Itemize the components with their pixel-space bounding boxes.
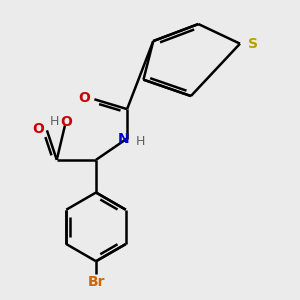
Text: Br: Br: [87, 275, 105, 290]
Text: O: O: [79, 91, 91, 105]
Text: N: N: [118, 131, 130, 146]
Text: H: H: [136, 135, 146, 148]
Text: O: O: [32, 122, 44, 136]
Text: H: H: [50, 115, 59, 128]
Text: S: S: [248, 37, 258, 51]
Text: O: O: [61, 115, 73, 128]
